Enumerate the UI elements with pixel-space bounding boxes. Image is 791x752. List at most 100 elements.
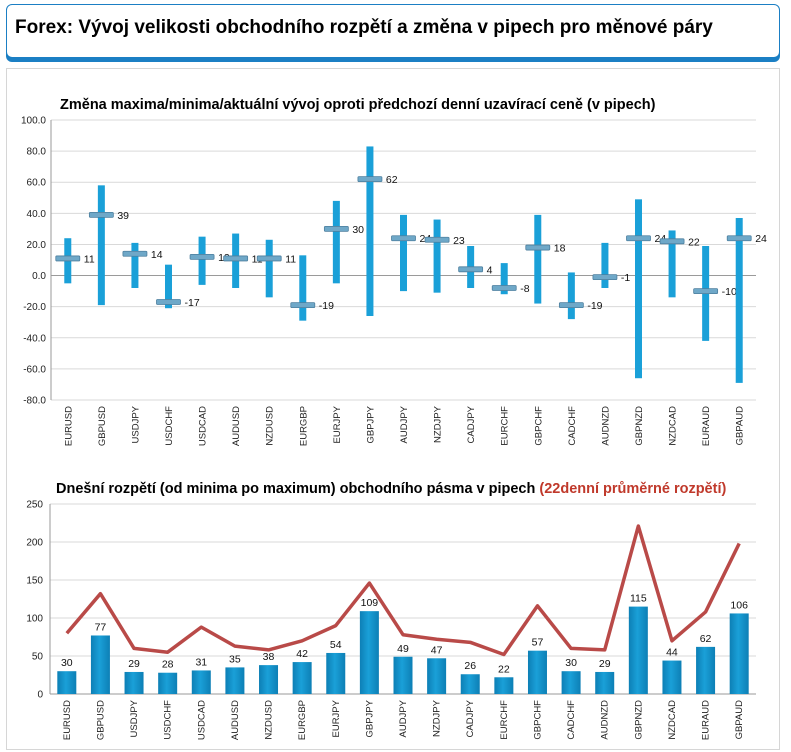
- category-label: USDJPY: [129, 699, 140, 737]
- range-bar: [57, 671, 77, 694]
- bar-value-label: 22: [498, 663, 510, 675]
- y-tick-label: 20.0: [27, 240, 47, 251]
- range-bar: [332, 200, 340, 284]
- range-bar: [662, 660, 682, 694]
- y-tick-label: 50: [32, 652, 44, 663]
- y-tick-label: 150: [26, 576, 43, 587]
- bar-value-label: 38: [263, 651, 275, 663]
- current-value-label: 30: [352, 224, 364, 236]
- bar-value-label: 30: [565, 657, 577, 669]
- range-bar: [427, 658, 447, 694]
- current-marker: [525, 244, 551, 251]
- range-bar: [561, 671, 581, 694]
- range-bar: [735, 218, 743, 383]
- category-label: AUDJPY: [399, 405, 410, 443]
- bar-value-label: 44: [666, 647, 678, 659]
- current-marker: [558, 302, 584, 309]
- category-label: AUDNZD: [600, 406, 611, 446]
- current-marker: [88, 211, 114, 218]
- category-label: EURCHF: [499, 700, 510, 740]
- range-bar: [259, 665, 279, 694]
- current-value-label: -17: [185, 297, 200, 309]
- bar-value-label: 115: [630, 593, 647, 605]
- category-label: AUDUSD: [230, 700, 241, 740]
- range-bar: [265, 239, 273, 298]
- bar-value-label: 54: [330, 639, 342, 651]
- category-label: NZDJPY: [432, 699, 443, 737]
- category-label: GBPUSD: [95, 700, 106, 740]
- category-label: USDCHF: [164, 406, 175, 446]
- category-label: NZDCAD: [668, 406, 679, 446]
- current-marker: [122, 250, 148, 257]
- charts-panel: [6, 68, 780, 750]
- current-marker: [55, 255, 81, 262]
- category-label: GBPAUD: [734, 700, 745, 740]
- range-bar: [400, 214, 407, 292]
- current-marker: [458, 266, 484, 273]
- range-bar: [292, 662, 312, 694]
- range-bar: [668, 230, 676, 298]
- chart2-title: Dnešní rozpětí (od minima po maximum) ob…: [56, 481, 726, 497]
- current-marker: [223, 255, 249, 262]
- bar-value-label: 42: [296, 648, 308, 660]
- chart1-title: Změna maxima/minima/aktuální vývoj oprot…: [60, 97, 656, 113]
- range-bar: [595, 671, 615, 694]
- category-label: EURUSD: [63, 406, 74, 446]
- category-label: EURUSD: [62, 700, 73, 740]
- range-bar: [359, 611, 379, 694]
- range-bar: [225, 667, 245, 694]
- current-value-label: 39: [117, 210, 129, 222]
- current-value-label: 11: [84, 253, 95, 265]
- range-bar: [696, 646, 716, 694]
- current-value-label: 24: [755, 233, 767, 245]
- y-tick-label: -20.0: [23, 302, 46, 313]
- range-bar: [500, 263, 508, 295]
- current-marker: [357, 176, 383, 183]
- category-label: CADCHF: [566, 700, 577, 740]
- category-label: AUDUSD: [231, 406, 242, 446]
- category-label: EURJPY: [331, 699, 342, 737]
- current-value-label: -19: [587, 300, 602, 312]
- category-label: EURGBP: [298, 406, 309, 446]
- category-label: EURAUD: [701, 700, 712, 740]
- range-bar: [191, 670, 211, 694]
- header-box: Forex: Vývoj velikosti obchodního rozpět…: [6, 4, 780, 58]
- category-label: CADJPY: [466, 405, 477, 443]
- range-bar: [494, 677, 514, 694]
- range-bar: [393, 656, 413, 694]
- range-bar: [527, 650, 547, 694]
- bar-value-label: 62: [700, 633, 712, 645]
- category-label: AUDNZD: [600, 700, 611, 740]
- range-change-chart: 100.0 80.0 60.0 40.0 20.0 0.0 -20.0 -40.0 -60.0 -…: [21, 116, 767, 447]
- range-bar: [326, 652, 346, 694]
- category-label: USDCHF: [163, 700, 174, 740]
- current-value-label: 23: [453, 235, 465, 247]
- current-marker: [391, 235, 416, 242]
- range-bar: [198, 236, 206, 285]
- category-label: GBPAUD: [735, 406, 746, 446]
- range-bar: [635, 199, 642, 379]
- range-bar: [433, 219, 441, 293]
- category-label: GBPUSD: [97, 406, 108, 446]
- bar-value-label: 109: [361, 597, 379, 609]
- category-label: NZDUSD: [264, 700, 275, 740]
- category-label: GBPNZD: [634, 406, 645, 446]
- category-label: CADCHF: [567, 406, 578, 446]
- bar-value-label: 77: [95, 621, 107, 633]
- category-label: USDJPY: [130, 405, 141, 443]
- page-title: Forex: Vývoj velikosti obchodního rozpět…: [15, 17, 713, 38]
- category-label: EURAUD: [701, 406, 712, 446]
- bar-value-label: 29: [599, 658, 611, 670]
- category-label: NZDCAD: [667, 700, 678, 740]
- current-value-label: -8: [520, 283, 529, 295]
- y-tick-label: 200: [26, 538, 43, 549]
- bar-value-label: 57: [532, 637, 544, 649]
- y-tick-label: 100: [26, 614, 43, 625]
- y-tick-label: -40.0: [23, 333, 46, 344]
- category-label: NZDUSD: [265, 406, 276, 446]
- range-bar: [729, 613, 749, 694]
- current-value-label: 14: [151, 249, 163, 261]
- chart2-title-highlight: (22denní průměrné rozpětí): [539, 481, 727, 497]
- current-marker: [659, 238, 685, 245]
